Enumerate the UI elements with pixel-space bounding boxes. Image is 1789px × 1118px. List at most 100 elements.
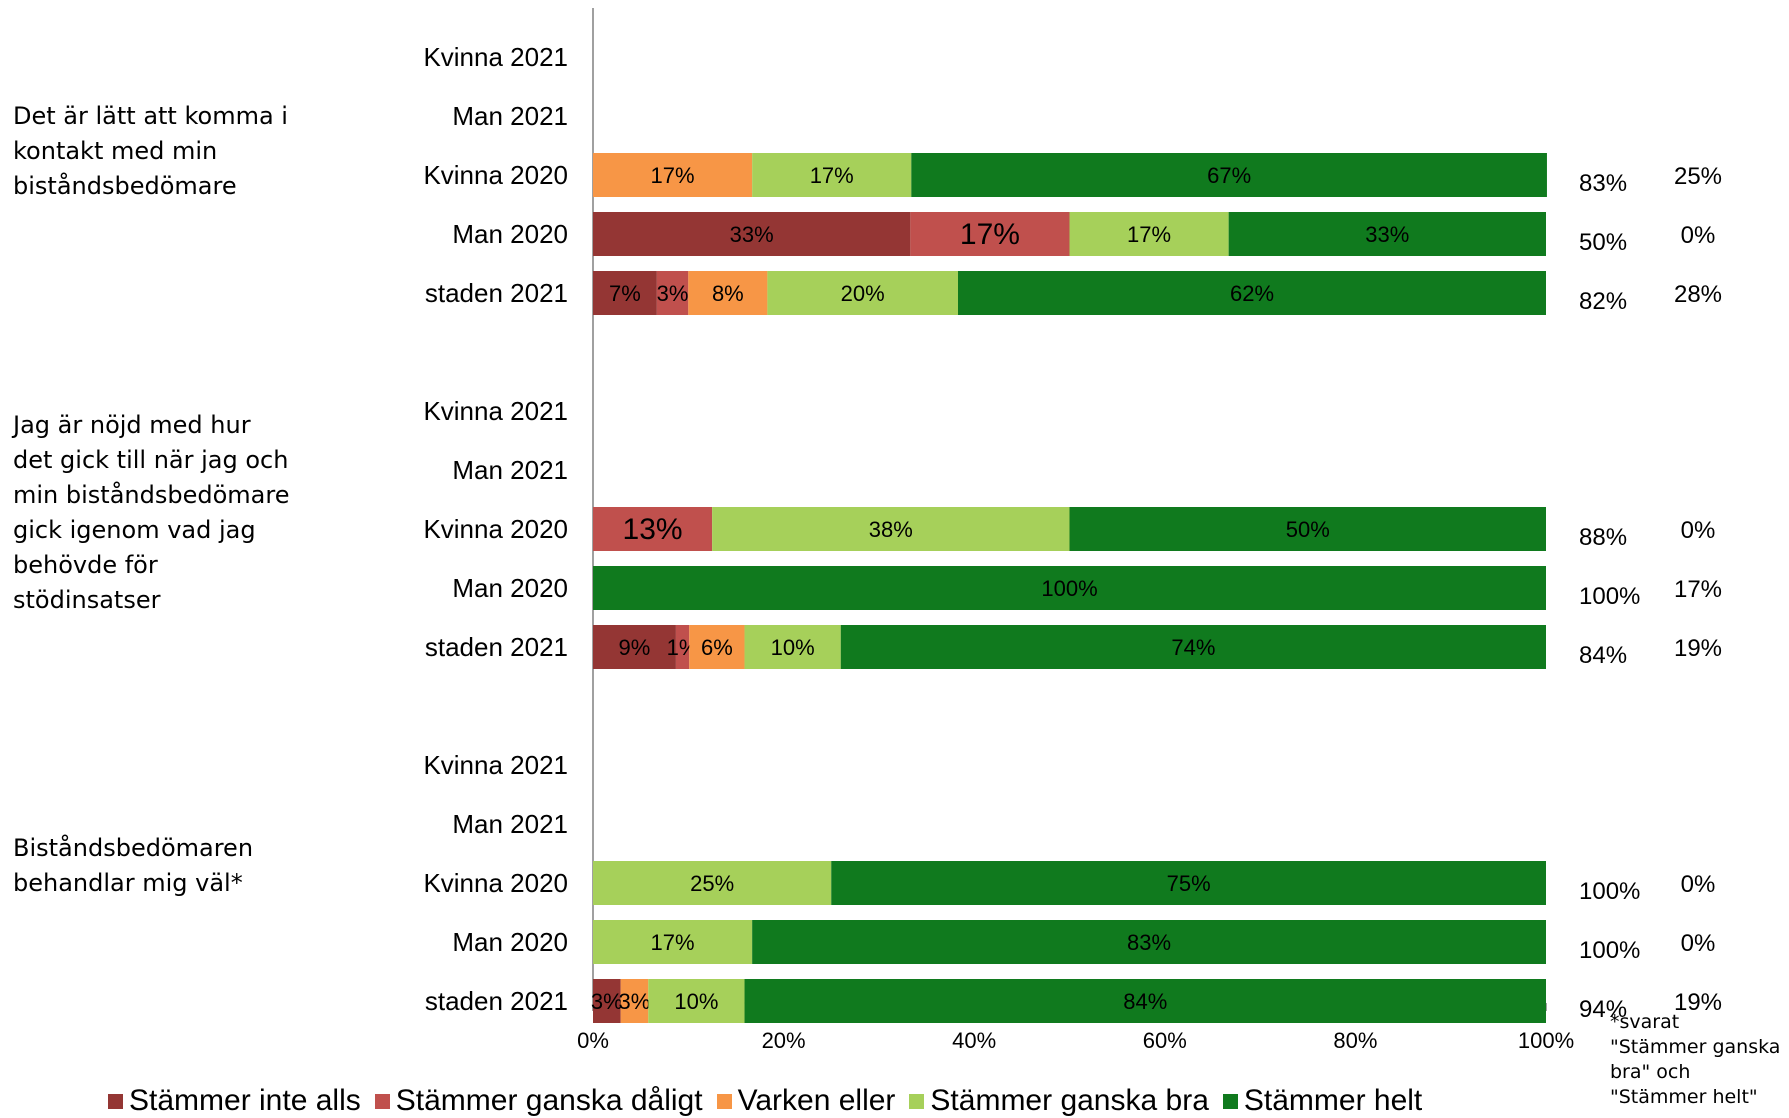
side-value-label: 82%	[1579, 288, 1627, 315]
bar-segment	[593, 920, 753, 964]
legend-label: Stämmer inte alls	[129, 1084, 361, 1117]
side-value-label-2: 19%	[1674, 989, 1722, 1016]
x-tick-label: 100%	[1518, 1028, 1574, 1053]
x-tick-label: 20%	[762, 1028, 806, 1053]
legend-label: Stämmer ganska bra	[930, 1084, 1209, 1117]
bar-segment	[593, 507, 713, 551]
side-value-label: 84%	[1579, 642, 1627, 669]
data-label: 20%	[841, 281, 885, 306]
data-label: 10%	[771, 635, 815, 660]
category-label: Man 2020	[452, 573, 568, 603]
legend-item: Stämmer inte alls	[108, 1084, 361, 1118]
category-label: Man 2021	[452, 809, 568, 839]
side-value-label-2: 28%	[1674, 281, 1722, 308]
side-value-label: 100%	[1579, 583, 1640, 610]
bar-segment	[648, 979, 745, 1023]
bar-segment	[840, 625, 1546, 669]
data-label: 84%	[1123, 989, 1167, 1014]
data-label: 83%	[1127, 930, 1171, 955]
side-value-label-2: 0%	[1681, 517, 1716, 544]
bar-segment	[593, 212, 911, 256]
legend-label: Stämmer ganska dåligt	[395, 1084, 703, 1117]
side-value-label-2: 0%	[1681, 222, 1716, 249]
data-label: 17%	[651, 163, 695, 188]
data-label: 62%	[1230, 281, 1274, 306]
side-value-label: 88%	[1579, 524, 1627, 551]
footnote: *svarat "Stämmer ganska bra" och "Stämme…	[1610, 1011, 1781, 1108]
question-label-treated-well: Biståndsbedömaren behandlar mig väl*	[13, 834, 254, 897]
data-label: 9%	[619, 635, 651, 660]
legend-swatch	[1222, 1093, 1238, 1109]
bar-segment	[1228, 212, 1546, 256]
bar-segment	[957, 271, 1546, 315]
bar-segment	[712, 507, 1070, 551]
bar-segment	[744, 625, 841, 669]
bar-segment	[593, 979, 621, 1023]
legend-item: Stämmer ganska dåligt	[374, 1084, 703, 1118]
data-label: 75%	[1167, 871, 1211, 896]
bar-segment	[689, 625, 745, 669]
side-value-label: 50%	[1579, 229, 1627, 256]
x-tick-label: 40%	[952, 1028, 996, 1053]
data-label: 17%	[960, 218, 1020, 251]
bar-segment	[767, 271, 958, 315]
side-value-label-2: 17%	[1674, 576, 1722, 603]
category-label: Kvinna 2021	[423, 750, 568, 780]
bar-segment	[1069, 507, 1546, 551]
category-label: Kvinna 2021	[423, 42, 568, 72]
category-label: Kvinna 2020	[423, 868, 568, 898]
bar-segment	[752, 153, 912, 197]
data-label: 3%	[591, 989, 623, 1014]
legend-item: Stämmer helt	[1222, 1084, 1423, 1118]
bar-segment	[831, 861, 1546, 905]
legend-swatch	[108, 1093, 123, 1109]
data-label: 7%	[609, 281, 641, 306]
data-label: 8%	[712, 281, 744, 306]
category-label: Man 2020	[452, 927, 568, 957]
category-label: Kvinna 2020	[423, 514, 568, 544]
side-value-label: 94%	[1579, 996, 1627, 1023]
data-label: 50%	[1286, 517, 1330, 542]
question-label-contact: Det är lätt att komma i kontakt med min …	[13, 102, 288, 200]
side-value-label: 100%	[1579, 878, 1640, 905]
legend-swatch	[716, 1093, 732, 1109]
bar-segment	[675, 625, 690, 669]
legend-label: Stämmer helt	[1243, 1084, 1423, 1117]
bar-segment	[593, 153, 753, 197]
side-value-label: 100%	[1579, 937, 1640, 964]
bar-segment	[593, 566, 1546, 610]
x-tick-label: 60%	[1143, 1028, 1187, 1053]
data-label: 38%	[869, 517, 913, 542]
bar-segment	[911, 153, 1547, 197]
side-value-label: 83%	[1579, 170, 1627, 197]
data-label: 13%	[623, 513, 683, 546]
bar-segment	[593, 625, 676, 669]
data-label: 33%	[1365, 222, 1409, 247]
category-label: Kvinna 2020	[423, 160, 568, 190]
legend-label: Varken eller	[737, 1084, 896, 1117]
side-value-label-2: 0%	[1681, 930, 1716, 957]
bar-segment	[910, 212, 1070, 256]
legend-item: Stämmer ganska bra	[909, 1084, 1209, 1118]
legend: Stämmer inte alls Stämmer ganska dåligt Va…	[108, 1084, 1436, 1118]
x-tick-label: 0%	[577, 1028, 609, 1053]
data-label: 25%	[690, 871, 734, 896]
side-value-label-2: 19%	[1674, 635, 1722, 662]
bar-segment	[593, 271, 657, 315]
category-label: Man 2020	[452, 219, 568, 249]
bar-segment	[656, 271, 689, 315]
data-label: 6%	[701, 635, 733, 660]
bar-segment	[1069, 212, 1229, 256]
data-label: 67%	[1207, 163, 1251, 188]
data-label: 100%	[1041, 576, 1097, 601]
x-tick-label: 80%	[1333, 1028, 1377, 1053]
question-label-satisfied: Jag är nöjd med hur det gick till när ja…	[13, 411, 290, 614]
bar-segment	[744, 979, 1546, 1023]
legend-swatch	[909, 1093, 925, 1109]
side-value-label-2: 25%	[1674, 163, 1722, 190]
data-label: 17%	[651, 930, 695, 955]
data-label: 10%	[674, 989, 718, 1014]
data-label: 17%	[810, 163, 854, 188]
bar-segment	[688, 271, 768, 315]
